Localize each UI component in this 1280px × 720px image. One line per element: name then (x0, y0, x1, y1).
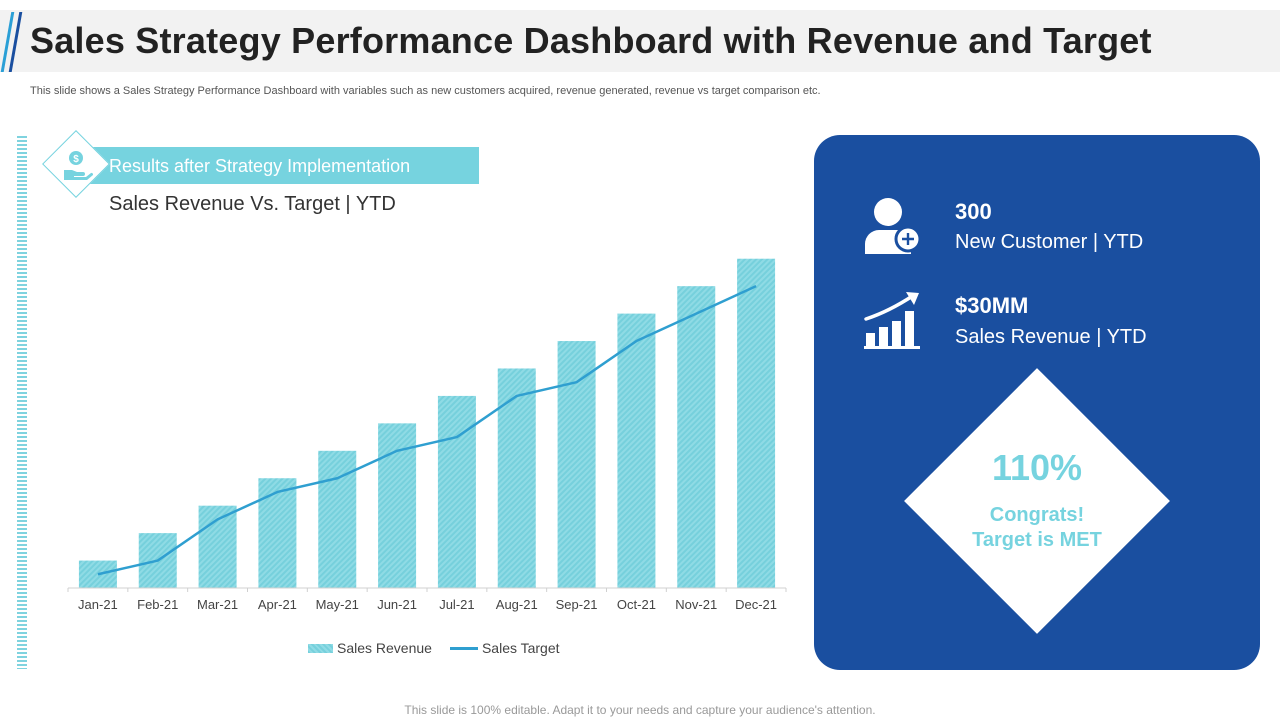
growth-chart-icon (864, 292, 920, 349)
x-tick-label: Apr-21 (258, 597, 297, 612)
bar-sep-21 (557, 341, 596, 588)
legend-item-revenue: Sales Revenue (308, 640, 432, 656)
achievement-percent: 110% (991, 447, 1083, 488)
banner-label: Results after Strategy Implementation (109, 156, 411, 176)
section-banner (76, 147, 479, 184)
legend-label: Sales Target (481, 640, 560, 656)
x-tick-label: Aug-21 (496, 597, 538, 612)
bar-nov-21 (677, 286, 716, 588)
kpi-revenue-value: $30MM (955, 293, 1029, 318)
svg-text:$: $ (73, 154, 79, 165)
achievement-line-2: Target is MET (972, 529, 1102, 551)
achievement-message: Congrats! Target is MET (937, 503, 1137, 553)
footer-note: This slide is 100% editable. Adapt it to… (404, 703, 876, 717)
sales-target-line (97, 285, 757, 576)
x-tick-label: May-21 (316, 597, 359, 612)
legend-item-target: Sales Target (449, 640, 560, 656)
add-user-icon (865, 198, 922, 254)
achievement-line-1: Congrats! (989, 504, 1085, 526)
bar-apr-21 (258, 478, 297, 588)
decorative-stripe (17, 136, 27, 669)
bar-jan-21 (78, 560, 117, 588)
revenue-target-chart: Jan-21 Feb-21 Mar-21 Apr-21 May-21 Jun-21 Jul-… (67, 258, 787, 612)
kpi-customers-label: New Customer | YTD (955, 231, 1144, 253)
bar-oct-21 (617, 313, 656, 588)
x-tick-label: Feb-21 (137, 597, 178, 612)
x-tick-label: Mar-21 (197, 597, 238, 612)
x-tick-label: Jul-21 (439, 597, 474, 612)
page-subtitle: This slide shows a Sales Strategy Perfor… (30, 85, 821, 97)
chart-heading: Sales Revenue Vs. Target | YTD (109, 193, 396, 215)
x-tick-label: Jun-21 (377, 597, 417, 612)
page-title: Sales Strategy Performance Dashboard wit… (30, 20, 1152, 61)
x-tick-label: Dec-21 (735, 597, 777, 612)
x-tick-label: Sep-21 (556, 597, 598, 612)
x-tick-label: Nov-21 (675, 597, 717, 612)
title-band (0, 10, 1280, 72)
chart-legend: Sales Revenue Sales Target (308, 640, 560, 656)
bar-jul-21 (437, 395, 476, 588)
kpi-revenue-label: Sales Revenue | YTD (955, 326, 1147, 348)
legend-swatch-bar (308, 643, 333, 653)
kpi-customers-value: 300 (955, 199, 992, 224)
bar-dec-21 (737, 258, 776, 588)
x-tick-label: Jan-21 (78, 597, 118, 612)
x-tick-label: Oct-21 (617, 597, 656, 612)
legend-swatch-line (449, 646, 478, 650)
money-hand-icon: $ (64, 151, 94, 180)
legend-label: Sales Revenue (337, 640, 432, 656)
bar-aug-21 (497, 368, 536, 588)
